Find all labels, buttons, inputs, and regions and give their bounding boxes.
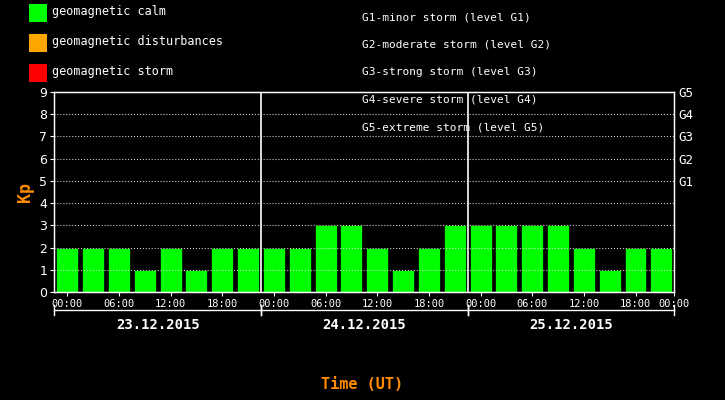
Text: G4-severe storm (level G4): G4-severe storm (level G4) [362, 95, 538, 105]
Bar [547, 225, 569, 292]
Bar [599, 270, 621, 292]
Bar [108, 248, 130, 292]
Text: 23.12.2015: 23.12.2015 [116, 318, 199, 332]
Bar [341, 225, 362, 292]
Bar [624, 248, 647, 292]
Text: 24.12.2015: 24.12.2015 [323, 318, 406, 332]
Bar [418, 248, 440, 292]
Bar [650, 248, 672, 292]
Bar [211, 248, 233, 292]
Bar [392, 270, 414, 292]
Bar [495, 225, 518, 292]
Text: G5-extreme storm (level G5): G5-extreme storm (level G5) [362, 122, 544, 132]
Bar [289, 248, 311, 292]
Bar [186, 270, 207, 292]
Bar [521, 225, 543, 292]
Text: G2-moderate storm (level G2): G2-moderate storm (level G2) [362, 40, 552, 50]
Bar [82, 248, 104, 292]
Bar [470, 225, 492, 292]
Text: G1-minor storm (level G1): G1-minor storm (level G1) [362, 12, 531, 22]
Text: geomagnetic calm: geomagnetic calm [52, 6, 166, 18]
Text: geomagnetic storm: geomagnetic storm [52, 66, 173, 78]
Bar [57, 248, 78, 292]
Bar [237, 248, 259, 292]
Bar [444, 225, 465, 292]
Text: 25.12.2015: 25.12.2015 [529, 318, 613, 332]
Y-axis label: Kp: Kp [16, 182, 34, 202]
Text: Time (UT): Time (UT) [321, 377, 404, 392]
Bar [315, 225, 336, 292]
Text: G3-strong storm (level G3): G3-strong storm (level G3) [362, 67, 538, 77]
Bar [263, 248, 285, 292]
Bar [573, 248, 594, 292]
Bar [366, 248, 388, 292]
Bar [134, 270, 156, 292]
Bar [160, 248, 181, 292]
Text: geomagnetic disturbances: geomagnetic disturbances [52, 36, 223, 48]
